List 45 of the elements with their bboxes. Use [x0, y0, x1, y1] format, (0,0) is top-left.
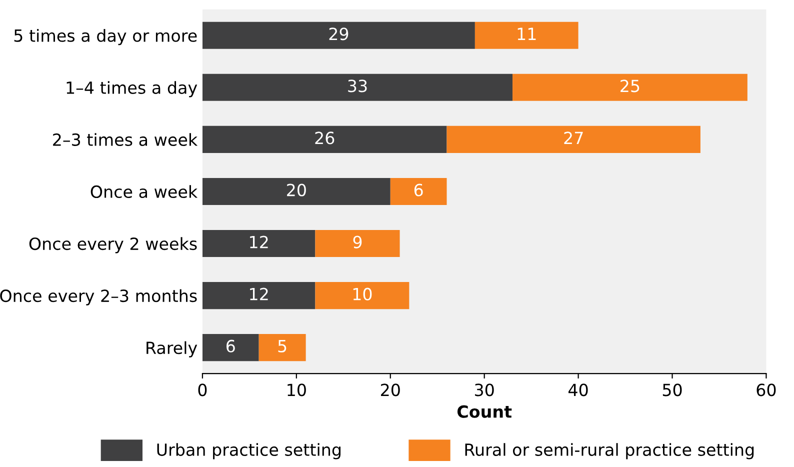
- data-label: 10: [353, 288, 372, 300]
- y-tick-label: Once a week: [90, 185, 198, 198]
- y-tick-label: Once every 2–3 months: [0, 289, 197, 306]
- data-label: 26: [315, 132, 334, 144]
- bar: [258, 334, 306, 362]
- x-tick-label: 20: [381, 384, 400, 396]
- y-tick-label: Rarely: [146, 341, 198, 358]
- data-label: 6: [414, 184, 423, 196]
- x-tick-label: 60: [756, 384, 776, 396]
- data-label: 27: [564, 132, 583, 144]
- bar: [390, 178, 447, 205]
- bar: [202, 126, 447, 153]
- data-label: 9: [353, 236, 362, 248]
- y-tick-label: 5 times a day or more: [14, 29, 197, 46]
- x-tick-label: 30: [475, 384, 494, 396]
- data-label: 11: [518, 28, 536, 40]
- x-tick-label: 0: [198, 384, 207, 396]
- data-label: 25: [620, 80, 640, 92]
- legend-label: Rural or semi-rural practice setting: [465, 443, 754, 460]
- y-tick-label: 2–3 times a week: [53, 133, 198, 146]
- data-label: 12: [250, 288, 268, 300]
- bar: [202, 74, 513, 101]
- x-tick-label: 50: [662, 384, 682, 396]
- data-label: 12: [250, 236, 268, 248]
- data-label: 5: [278, 340, 286, 352]
- y-tick-label: 1–4 times a day: [66, 81, 198, 98]
- x-axis-title: Count: [457, 405, 512, 418]
- x-tick-label: 10: [288, 384, 306, 396]
- legend-label: Urban practice setting: [157, 443, 340, 460]
- data-label: 6: [226, 340, 235, 352]
- data-label: 29: [329, 28, 348, 40]
- bar: [474, 22, 578, 49]
- bar: [315, 282, 410, 310]
- bar: [202, 230, 316, 258]
- bar: [202, 178, 390, 205]
- bar: [446, 126, 700, 153]
- data-label: 20: [287, 184, 306, 196]
- bar: [202, 282, 316, 310]
- x-tick-label: 40: [568, 384, 588, 396]
- bar: [512, 74, 748, 101]
- bar: [202, 334, 259, 362]
- bar: [202, 22, 475, 49]
- bar: [315, 230, 400, 258]
- data-label: 33: [348, 80, 367, 92]
- y-tick-label: Once every 2 weeks: [29, 237, 197, 254]
